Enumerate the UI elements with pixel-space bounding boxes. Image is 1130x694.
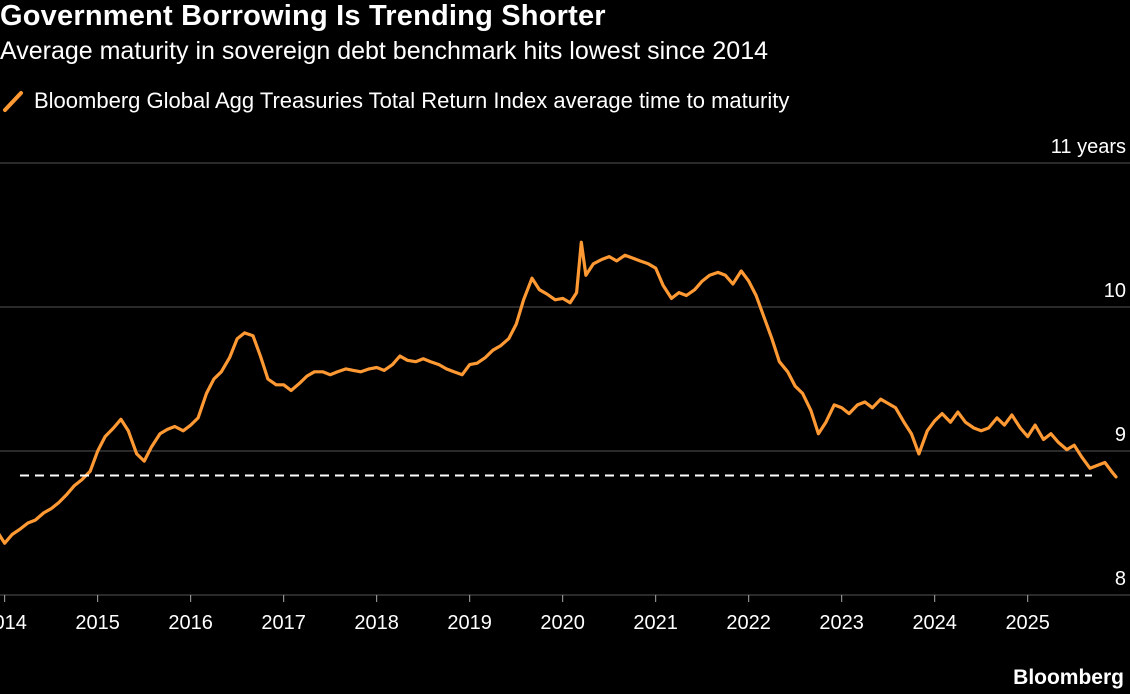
chart-subtitle: Average maturity in sovereign debt bench… [0, 37, 769, 65]
y-tick-label-9: 9 [1115, 424, 1126, 446]
x-tick-label-2021: 2021 [633, 612, 678, 634]
x-tick-label-2020: 2020 [540, 612, 585, 634]
y-tick-label-11: 11 years [1051, 136, 1126, 158]
x-tick-label-2023: 2023 [819, 612, 864, 634]
x-tick-label-2014: 2014 [0, 612, 27, 634]
y-tick-label-8: 8 [1115, 568, 1126, 590]
series-line-0 [0, 240, 1118, 545]
x-tick-label-2015: 2015 [75, 612, 120, 634]
x-tick-label-2016: 2016 [168, 612, 213, 634]
x-tick-label-2017: 2017 [261, 612, 306, 634]
x-tick-label-2025: 2025 [1005, 612, 1050, 634]
gridlines [0, 162, 1130, 596]
y-tick-label-10: 10 [1104, 280, 1126, 302]
legend-swatch-icon [3, 91, 23, 112]
legend: Bloomberg Global Agg Treasuries Total Re… [2, 88, 789, 114]
x-tick-label-2019: 2019 [447, 612, 492, 634]
x-tick-label-2024: 2024 [912, 612, 957, 634]
x-axis: 2014 2015 2016 2017 2018 2019 2020 2021 2022 2023… [0, 595, 1050, 634]
source-logo: Bloomberg [1013, 666, 1124, 689]
series-group [0, 240, 1118, 545]
legend-label: Bloomberg Global Agg Treasuries Total Re… [34, 88, 790, 113]
x-tick-label-2022: 2022 [726, 612, 771, 634]
chart-title: Government Borrowing Is Trending Shorter [0, 0, 606, 32]
x-tick-label-2018: 2018 [354, 612, 399, 634]
y-axis-tick-labels: 11 years 10 9 8 [1051, 136, 1126, 590]
